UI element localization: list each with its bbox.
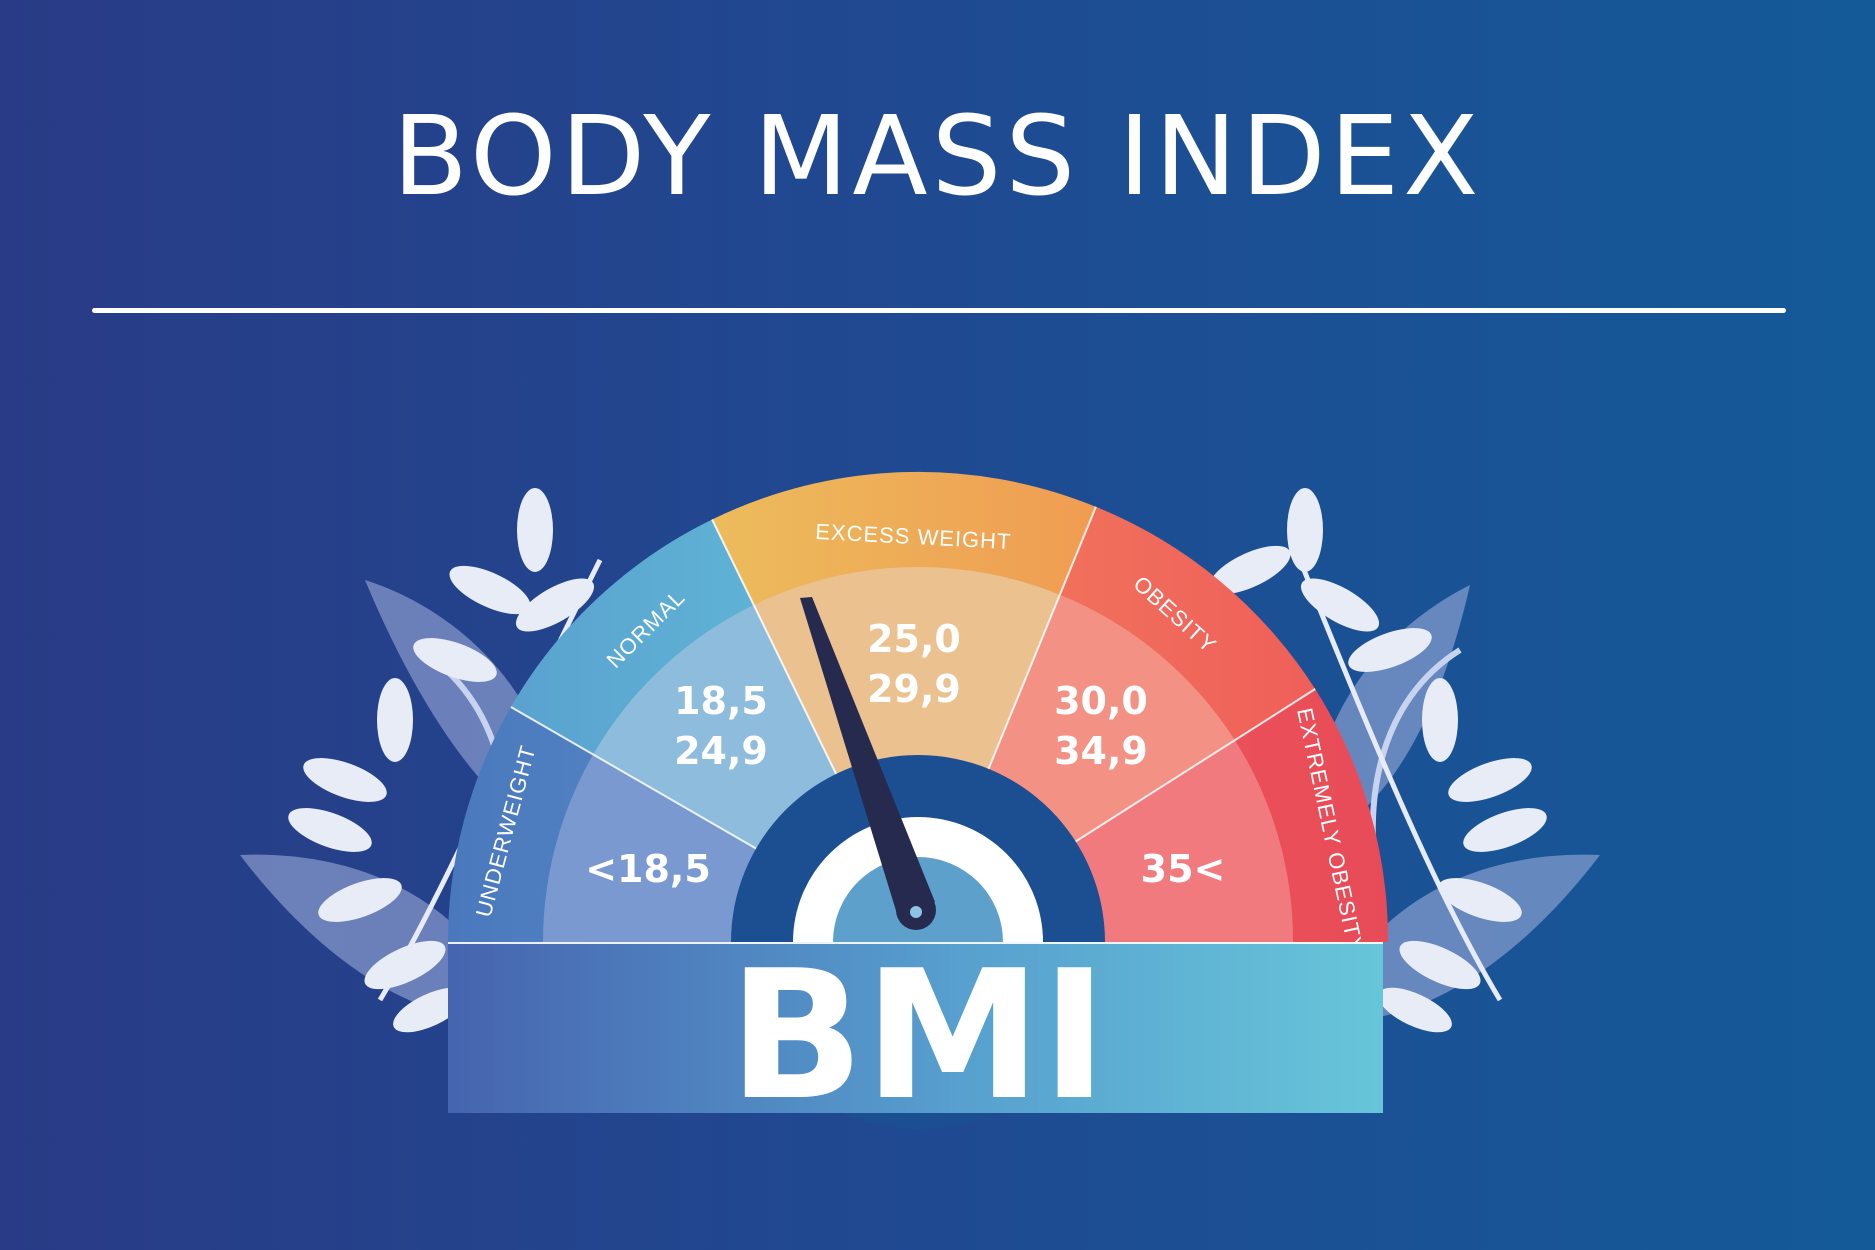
gauge-needle — [800, 597, 936, 930]
bmi-base-bar — [448, 942, 1383, 1113]
range-obesity-min: 30,0 — [1054, 679, 1148, 723]
range-excess-max: 29,9 — [867, 667, 961, 711]
page-title: BODY MASS INDEX — [392, 92, 1483, 220]
range-extremely-obesity: 35< — [1141, 847, 1226, 891]
range-excess-min: 25,0 — [867, 617, 961, 661]
range-obesity-max: 34,9 — [1054, 729, 1148, 773]
segment-dividers — [510, 506, 1316, 855]
range-underweight: <18,5 — [585, 847, 711, 891]
range-normal-min: 18,5 — [674, 679, 768, 723]
range-normal-max: 24,9 — [674, 729, 768, 773]
bmi-label: BMI — [728, 932, 1107, 1139]
title-divider — [92, 308, 1786, 313]
leaf-branch-right-icon — [1209, 488, 1600, 1033]
